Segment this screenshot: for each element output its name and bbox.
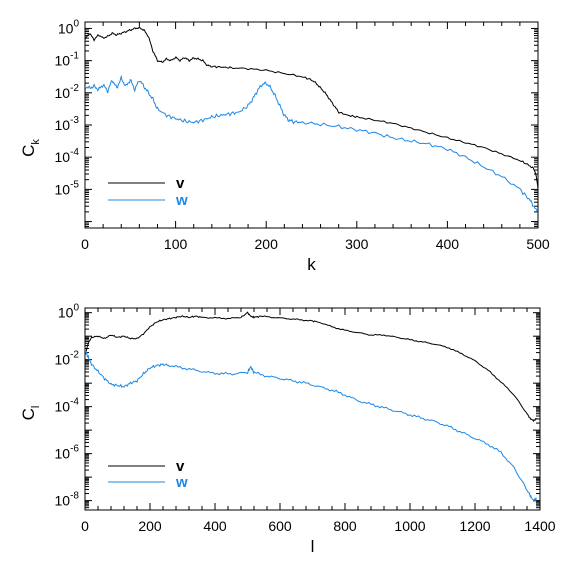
legend: vw (108, 458, 188, 491)
x-tick-label: 1400 (524, 518, 555, 534)
x-tick-label: 400 (203, 518, 227, 534)
legend: vw (108, 175, 188, 209)
y-axis-label: Ck (19, 139, 42, 157)
series-line-w (85, 350, 537, 504)
x-tick-label: 500 (526, 236, 550, 252)
series-line-w (85, 74, 538, 214)
x-tick-label: 400 (436, 236, 460, 252)
y-tick-label: 10-3 (55, 115, 80, 133)
y-tick-label: 100 (58, 18, 80, 36)
y-tick-label: 10-6 (55, 444, 80, 462)
x-tick-label: 600 (268, 518, 292, 534)
legend-label-v: v (176, 175, 185, 192)
x-axis-label: k (307, 255, 316, 274)
x-tick-label: 300 (345, 236, 369, 252)
y-tick-label: 10-1 (55, 51, 80, 69)
legend-label-w: w (175, 192, 188, 209)
chart-1: 0 100 200 300 400 500 100 10-1 10-2 10-3 10-4 10-5 k… (19, 18, 550, 274)
x-tick-label: 1200 (459, 518, 490, 534)
x-tick-label: 200 (138, 518, 162, 534)
chart-2: 0 200 400 600 800 1000 1200 1400 100 10-2 10-4 10-6… (19, 303, 556, 556)
x-tick-label: 1000 (394, 518, 425, 534)
y-tick-label: 10-5 (55, 179, 80, 197)
x-tick-label: 100 (164, 236, 188, 252)
y-tick-label: 10-8 (55, 491, 80, 509)
y-tick-label: 10-2 (55, 350, 80, 368)
x-tick-label: 0 (81, 518, 89, 534)
y-tick-label: 10-4 (55, 147, 80, 165)
legend-label-w: w (175, 474, 188, 491)
x-tick-label: 800 (333, 518, 357, 534)
series-line-v (85, 25, 538, 190)
y-axis-label: Cl (19, 406, 42, 421)
x-axis-label: l (311, 537, 315, 556)
y-tick-label: 100 (58, 303, 80, 321)
legend-label-v: v (176, 458, 185, 475)
y-tick-label: 10-4 (55, 397, 80, 415)
plot-frame (84, 307, 541, 511)
plot-frame (84, 21, 539, 229)
series-line-v (85, 311, 538, 423)
x-tick-label: 0 (81, 236, 89, 252)
x-tick-label: 200 (255, 236, 279, 252)
y-tick-label: 10-2 (55, 83, 80, 101)
